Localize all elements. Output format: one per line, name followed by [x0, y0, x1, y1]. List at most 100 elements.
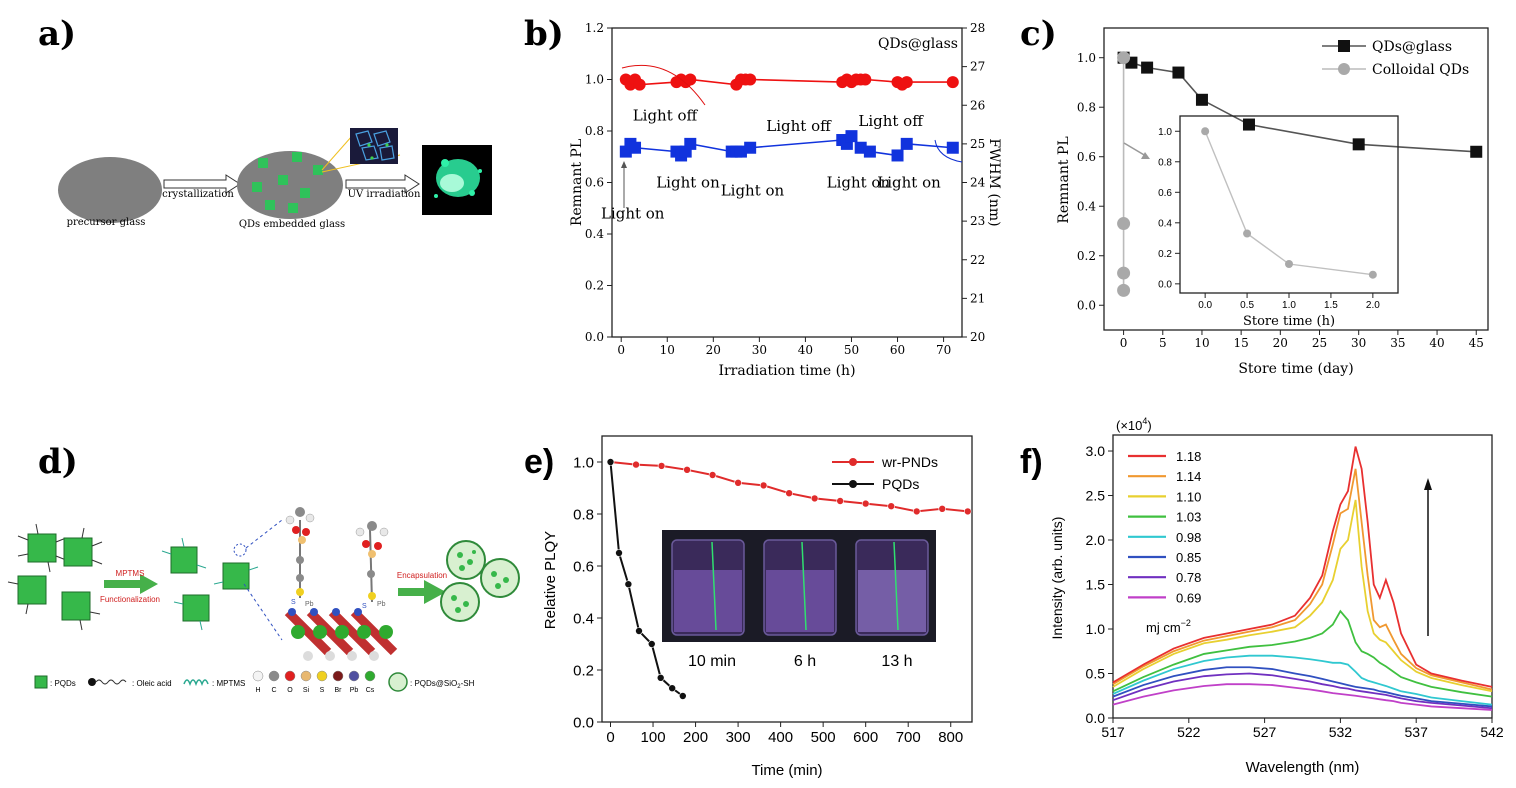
encapsulation-arrow — [398, 580, 446, 604]
spectrum-line — [1112, 609, 1493, 698]
data-point — [845, 130, 858, 143]
legend-atom-label: Si — [303, 687, 310, 694]
annotation-label: Light off — [858, 112, 924, 130]
inset-x-axis-title: Store time (h) — [1243, 314, 1335, 329]
annotation-label: Light off — [766, 117, 832, 135]
y-tick-label: 1.0 — [1077, 51, 1096, 65]
legend-atom-label: Cs — [366, 687, 375, 694]
beaker-10min — [671, 539, 745, 636]
data-point — [734, 145, 747, 158]
panel-b-letter: b) — [524, 14, 564, 54]
legend-oleic-icon — [88, 678, 96, 686]
perovskite-lattice — [284, 608, 398, 661]
axis-scale-label: (×104) — [1116, 416, 1152, 433]
data-point — [615, 549, 623, 557]
x-tick-label: 532 — [1329, 724, 1353, 740]
panel-a-letter: a) — [38, 14, 76, 54]
annotation-label: Light on — [601, 205, 665, 223]
legend-label: : Oleic acid — [132, 679, 172, 688]
data-point — [744, 141, 757, 154]
pqd-cube-group-start — [7, 523, 103, 631]
x-tick-label: 0 — [617, 343, 625, 357]
plot-frame — [1103, 27, 1489, 331]
y-tick-label: 0.0 — [1158, 279, 1172, 290]
x-tick-label: 20 — [1273, 336, 1288, 350]
pqd-cube-group-functionalized — [161, 519, 283, 641]
storage-stability-chart: 0 5 10 15 20 25 30 35 40 45 0.0 0.2 0.4 0.6 0.8 1.0 Stor… — [1056, 27, 1489, 377]
legend-label: PQDs — [882, 476, 919, 492]
functionalization-step-label: Functionalization — [100, 595, 160, 604]
data-point — [1195, 93, 1208, 106]
x-tick-label: 70 — [936, 343, 951, 357]
x-tick-label: 1.0 — [1282, 300, 1296, 311]
x-tick-label: 0 — [606, 729, 614, 746]
data-point — [1117, 283, 1131, 297]
x-tick-label: 517 — [1101, 724, 1125, 740]
y-tick-label: 2.0 — [1086, 532, 1106, 548]
y-tick-label: 0.8 — [573, 506, 594, 523]
x-tick-label: 600 — [853, 729, 878, 746]
panel-d-legend: : PQDs: Oleic acid: MPTMS H C O Si S Br Pb Cs: P… — [34, 670, 475, 694]
data-point — [708, 471, 717, 479]
increasing-fluence-arrow — [1424, 478, 1432, 636]
legend-label: 0.69 — [1176, 590, 1201, 605]
legend-atom-label: H — [255, 687, 260, 694]
y2-tick-label: 23 — [970, 214, 985, 228]
x-tick-label: 527 — [1253, 724, 1277, 740]
data-point — [624, 580, 633, 589]
mptms-ligand-chain-2 — [355, 521, 389, 603]
x-tick-label: 20 — [706, 343, 721, 357]
y2-tick-label: 21 — [970, 291, 985, 305]
y-tick-label: 1.0 — [1086, 621, 1106, 637]
beaker-6h — [763, 539, 837, 636]
legend-mptms-icon — [183, 679, 209, 687]
inset-data-point — [1243, 229, 1252, 238]
uv-irradiation-label: UV irradiation — [348, 189, 421, 200]
data-point — [938, 504, 947, 513]
y-axis-title: Intensity (arb. units) — [1049, 517, 1065, 640]
x-tick-label: 542 — [1480, 724, 1504, 740]
data-point — [912, 507, 921, 516]
legend-atom-icon — [316, 670, 328, 682]
y2-tick-label: 22 — [970, 253, 985, 267]
y-axis-title: Remnant PL — [569, 139, 585, 226]
y-tick-label: 1.0 — [1158, 127, 1172, 138]
legend-atom-label: Pb — [350, 687, 359, 694]
y-tick-label: 0.4 — [1158, 218, 1172, 229]
legend-cube-icon — [34, 675, 48, 689]
x-tick-label: 500 — [811, 729, 836, 746]
x-tick-label: 35 — [1390, 336, 1405, 350]
x-tick-label: 2.0 — [1366, 300, 1380, 311]
legend-label: QDs@glass — [1372, 39, 1452, 55]
y-tick-label: 1.0 — [573, 454, 594, 471]
annotation-label: Light on — [877, 174, 941, 192]
data-point — [891, 149, 904, 162]
legend-label: 1.10 — [1176, 489, 1201, 504]
panel-a-schematic: a) precursor glass crystallization QDs e… — [38, 14, 492, 230]
spectrum-line — [1112, 446, 1493, 688]
pl-fwhm-chart: 0 10 20 30 40 50 60 70 0.0 0.2 0.4 0.6 0.8 1.0 1.2 20 21… — [569, 21, 1002, 379]
legend-unit-exponent: −2 — [1181, 618, 1191, 628]
spectrum-line — [1112, 468, 1493, 691]
mptms-ligand-chain-1 — [285, 507, 315, 598]
legend-atom-icon — [284, 670, 296, 682]
y-tick-label: 0.2 — [1077, 249, 1096, 263]
y-tick-label: 1.0 — [585, 73, 604, 87]
panel-c-chart: c) 0 5 10 15 20 25 30 35 40 45 0.0 0.2 0.4 0.6 0.8 1.0 S… — [1020, 14, 1489, 377]
legend-marker — [849, 458, 857, 466]
x-tick-label: 537 — [1405, 724, 1429, 740]
inset-series-line — [1204, 130, 1373, 276]
y-tick-label: 2.5 — [1086, 487, 1106, 503]
chart-title: QDs@glass — [878, 36, 958, 52]
legend-marker — [1338, 63, 1350, 75]
photo-label-13h: 13 h — [881, 653, 912, 670]
annotation-label: Light on — [827, 174, 891, 192]
panel-b-chart: b) 0 10 20 30 40 50 60 70 0.0 0.2 0.4 0.6 0.8 1.0 1.2 2… — [524, 14, 1002, 379]
x-tick-label: 10 — [660, 343, 675, 357]
y-tick-label: 0.4 — [573, 610, 594, 627]
legend-oleic-chain — [95, 679, 127, 685]
y2-tick-label: 25 — [970, 137, 985, 151]
data-point — [668, 684, 676, 693]
data-point — [632, 460, 640, 469]
